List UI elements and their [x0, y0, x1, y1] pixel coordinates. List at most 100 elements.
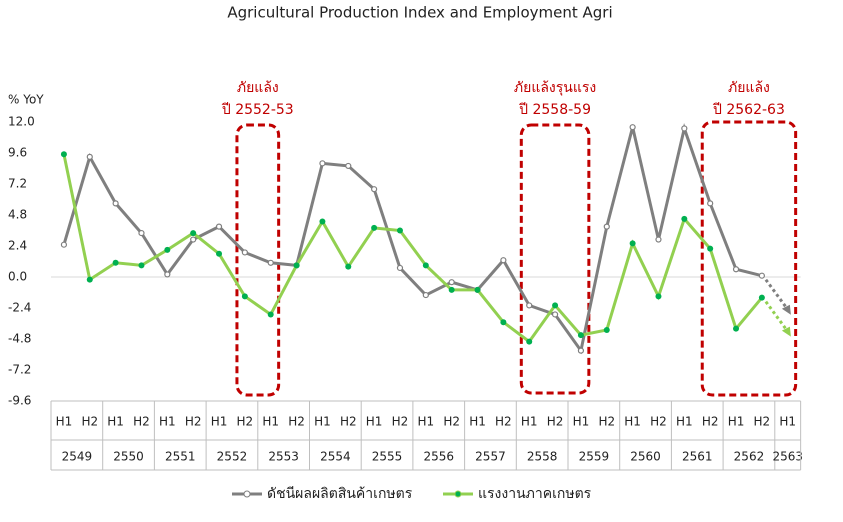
x-tick-label: H2 — [340, 415, 357, 429]
point — [215, 223, 223, 230]
point — [164, 271, 171, 278]
y-axis-label: % YoY — [8, 93, 44, 107]
x-tick-label: H2 — [237, 415, 254, 429]
annotation-text: ปี 2552-53 — [221, 102, 293, 118]
annotation-text: ภัยแล้งรุนแรง — [514, 80, 596, 96]
point — [733, 325, 740, 332]
x-group-label: 2559 — [579, 450, 610, 464]
x-tick-label: H1 — [469, 415, 486, 429]
x-tick-label: H2 — [702, 415, 719, 429]
y-tick-label: 9.6 — [8, 146, 27, 160]
point — [241, 249, 248, 256]
point — [732, 266, 740, 273]
legend-marker — [454, 490, 462, 498]
point — [758, 272, 765, 279]
x-group-label: 2557 — [475, 450, 506, 464]
point — [681, 125, 688, 132]
x-tick-label: H1 — [624, 415, 641, 429]
x-tick-label: H2 — [547, 415, 564, 429]
point — [396, 227, 403, 234]
x-group-label: 2556 — [423, 450, 454, 464]
point — [319, 160, 326, 167]
annotation-text: ปี 2558-59 — [519, 102, 591, 118]
point — [603, 326, 610, 333]
y-tick-label: -4.8 — [8, 332, 31, 346]
x-tick-label: H1 — [211, 415, 228, 429]
point — [577, 347, 585, 354]
point — [707, 200, 714, 207]
point — [526, 338, 533, 345]
point — [293, 262, 300, 269]
x-tick-label: H1 — [314, 415, 331, 429]
x-tick-label: H2 — [650, 415, 667, 429]
x-group-label: 2560 — [630, 450, 661, 464]
point — [112, 259, 119, 266]
annotation-box — [519, 123, 591, 395]
x-tick-label: H2 — [81, 415, 98, 429]
point — [500, 319, 507, 326]
point — [448, 279, 455, 286]
annotation-text: ปี 2562-63 — [713, 102, 785, 118]
point — [422, 262, 429, 269]
point — [681, 215, 688, 222]
point — [190, 230, 197, 237]
point — [86, 276, 93, 283]
trend-arrow-head — [781, 326, 791, 337]
y-tick-label: 4.8 — [8, 208, 27, 222]
y-tick-label: -9.6 — [8, 394, 31, 408]
point — [552, 302, 559, 309]
x-group-label: 2551 — [165, 450, 196, 464]
y-tick-label: 7.2 — [8, 177, 27, 191]
x-group-label: 2561 — [682, 450, 713, 464]
x-tick-label: H1 — [159, 415, 176, 429]
point — [164, 246, 171, 253]
trend-arrow — [764, 278, 790, 311]
point — [216, 250, 223, 257]
point — [629, 124, 636, 131]
x-tick-label: H1 — [521, 415, 538, 429]
annotation-box — [235, 123, 281, 397]
series-line — [62, 123, 763, 355]
x-group-label: 2562 — [734, 450, 765, 464]
point — [758, 294, 765, 301]
x-tick-label: H1 — [56, 415, 73, 429]
point — [526, 302, 533, 309]
x-tick-label: H1 — [676, 415, 693, 429]
point — [500, 257, 507, 264]
x-group-label: 2563 — [772, 450, 803, 464]
x-tick-label: H2 — [133, 415, 150, 429]
annotation-text: ภัยแล้ง — [237, 80, 279, 96]
x-group-label: 2553 — [268, 450, 299, 464]
point — [345, 263, 352, 270]
x-group-label: 2549 — [62, 450, 93, 464]
point — [371, 186, 378, 193]
point — [551, 311, 559, 318]
point — [448, 286, 455, 293]
x-tick-label: H1 — [107, 415, 124, 429]
point — [577, 332, 584, 339]
x-tick-label: H1 — [417, 415, 434, 429]
x-tick-label: H2 — [754, 415, 771, 429]
point — [319, 218, 326, 225]
x-tick-label: H2 — [495, 415, 512, 429]
y-tick-label: -7.2 — [8, 363, 31, 377]
y-tick-label: -2.4 — [8, 301, 31, 315]
point — [112, 200, 119, 207]
point — [396, 264, 404, 272]
x-group-label: 2555 — [372, 450, 403, 464]
point — [60, 151, 67, 158]
chart-title: Agricultural Production Index and Employ… — [227, 4, 612, 22]
series-line — [62, 153, 764, 344]
x-group-label: 2558 — [527, 450, 558, 464]
point — [422, 291, 429, 299]
x-tick-label: H1 — [366, 415, 383, 429]
trend-arrow-head — [781, 304, 791, 315]
point — [655, 236, 662, 243]
point — [138, 262, 145, 269]
point — [707, 245, 714, 252]
point — [629, 240, 636, 247]
x-tick-label: H2 — [598, 415, 615, 429]
annotation-box — [700, 120, 798, 397]
point — [86, 153, 93, 160]
point — [371, 224, 378, 231]
